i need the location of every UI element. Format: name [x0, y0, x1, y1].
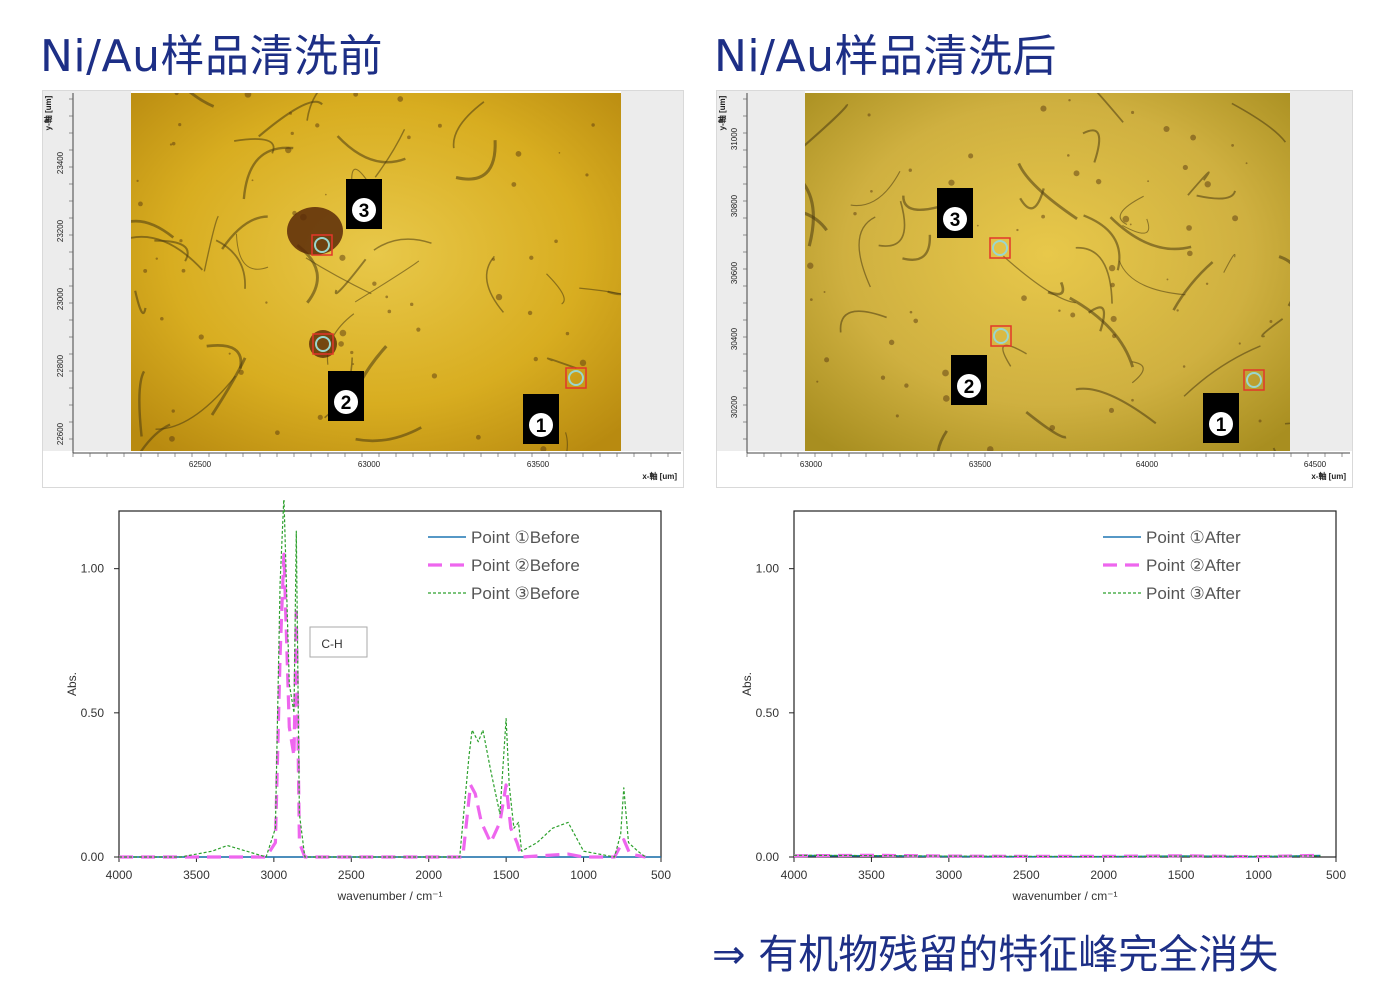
- x-tick-label: 2000: [1090, 868, 1117, 882]
- y-tick-label: 0.50: [81, 706, 105, 720]
- micrograph-svg: 63000 63500 64000 64500 31000 30800 30600 30400…: [717, 91, 1352, 481]
- measurement-spot: [312, 333, 334, 355]
- micro-y-tick-label: 30800: [730, 194, 739, 217]
- plot-frame: [793, 510, 1337, 858]
- spectrum-svg: 4000 3500 3000 2500 2000 1500 1000 500 0.00 0.50 1…: [65, 495, 671, 903]
- point-number-label: 2: [341, 393, 352, 414]
- series-line-3: [793, 854, 1321, 858]
- y-tick-label: 1.00: [756, 562, 780, 576]
- x-tick-label: 4000: [106, 868, 133, 882]
- legend-entry: Point ①Before: [428, 528, 580, 547]
- micro-y-axis-label: y-軸 [um]: [717, 95, 727, 130]
- y-tick-label: 0.50: [756, 706, 780, 720]
- x-axis-label: wavenumber / cm⁻¹: [336, 889, 442, 903]
- x-tick-label: 3000: [936, 868, 963, 882]
- conclusion-text: ⇒ 有机物残留的特征峰完全消失: [712, 932, 1279, 978]
- micrograph-svg: 62500 63000 63500 23400 23200 23000 22800 22600…: [43, 91, 683, 481]
- x-tick-label: 3500: [183, 868, 210, 882]
- micrograph-image: [131, 93, 621, 451]
- point-number-label: 3: [359, 201, 370, 222]
- x-axis-label: wavenumber / cm⁻¹: [1011, 889, 1117, 903]
- x-tick-label: 4000: [781, 868, 808, 882]
- micro-x-tick-label: 62500: [189, 460, 212, 469]
- micro-x-axis-label: x-軸 [um]: [642, 471, 677, 481]
- micrograph-after: 63000 63500 64000 64500 31000 30800 30600 30400…: [716, 90, 1353, 488]
- measurement-spot: [1243, 369, 1265, 391]
- ch-annotation: C-H: [309, 626, 368, 658]
- micro-y-tick-label: 30600: [730, 261, 739, 284]
- legend-label: Point ②After: [1146, 556, 1241, 575]
- legend-label: Point ①Before: [471, 528, 580, 547]
- point-3-marker: 3: [937, 188, 973, 238]
- micro-y-tick-label: 23000: [56, 287, 65, 310]
- point-number-label: 1: [536, 416, 547, 437]
- micro-y-tick-label: 30400: [730, 327, 739, 350]
- title-before: Ni/Au样品清洗前: [40, 31, 383, 82]
- x-tick-label: 2000: [415, 868, 442, 882]
- y-axis-label: Abs.: [740, 672, 754, 696]
- micrograph-before: 62500 63000 63500 23400 23200 23000 22800 22600…: [42, 90, 684, 488]
- series-line-3: [119, 495, 646, 858]
- point-number-label: 3: [950, 210, 961, 231]
- point-2-marker: 2: [951, 355, 987, 405]
- micro-y-tick-label: 30200: [730, 395, 739, 418]
- measurement-spot: [565, 367, 587, 389]
- micro-y-tick-label: 23400: [56, 151, 65, 174]
- measurement-spot: [990, 325, 1012, 347]
- micro-x-tick-label: 64000: [1136, 460, 1159, 469]
- spectrum-chart-after: 4000 3500 3000 2500 2000 1500 1000 500 0.00 0.50 1…: [735, 500, 1360, 910]
- micro-y-tick-label: 31000: [730, 127, 739, 150]
- x-tick-label: 1500: [1168, 868, 1195, 882]
- legend-label: Point ③Before: [471, 584, 580, 603]
- legend-entry: Point ①After: [1103, 528, 1241, 547]
- x-tick-label: 500: [651, 868, 671, 882]
- plot-frame: [118, 510, 662, 858]
- micro-y-tick-label: 23200: [56, 219, 65, 242]
- legend-entry: Point ③After: [1103, 584, 1241, 603]
- micro-x-axis-label: x-軸 [um]: [1311, 471, 1346, 481]
- x-tick-label: 1000: [570, 868, 597, 882]
- legend-entry: Point ③Before: [428, 584, 580, 603]
- y-tick-label: 0.00: [756, 850, 780, 864]
- legend-label: Point ②Before: [471, 556, 580, 575]
- x-tick-label: 3500: [858, 868, 885, 882]
- y-axis-label: Abs.: [65, 672, 79, 696]
- micro-y-axis-label: y-軸 [um]: [43, 95, 53, 130]
- x-tick-label: 3000: [261, 868, 288, 882]
- point-number-label: 1: [1216, 415, 1227, 436]
- legend-label: Point ①After: [1146, 528, 1241, 547]
- y-tick-label: 1.00: [81, 562, 105, 576]
- micro-x-tick-label: 63500: [969, 460, 992, 469]
- micro-x-tick-label: 63500: [527, 460, 550, 469]
- legend-entry: Point ②Before: [428, 556, 580, 575]
- point-2-marker: 2: [328, 371, 364, 421]
- spectrum-chart-before: 4000 3500 3000 2500 2000 1500 1000 500 0.00 0.50 1…: [60, 495, 685, 910]
- spectrum-svg: 4000 3500 3000 2500 2000 1500 1000 500 0.00 0.50 1…: [740, 510, 1346, 903]
- micro-y-tick-label: 22600: [56, 422, 65, 445]
- x-tick-label: 2500: [338, 868, 365, 882]
- series-line-2: [119, 552, 646, 859]
- point-1-marker: 1: [523, 394, 559, 444]
- x-tick-label: 500: [1326, 868, 1346, 882]
- point-number-label: 2: [964, 377, 975, 398]
- legend-label: Point ③After: [1146, 584, 1241, 603]
- micrograph-image: [805, 93, 1290, 451]
- micro-x-tick-label: 63000: [800, 460, 823, 469]
- x-tick-label: 1500: [493, 868, 520, 882]
- micro-x-tick-label: 64500: [1304, 460, 1327, 469]
- x-tick-label: 1000: [1245, 868, 1272, 882]
- measurement-spot: [989, 237, 1011, 259]
- x-tick-label: 2500: [1013, 868, 1040, 882]
- micro-y-tick-label: 22800: [56, 354, 65, 377]
- point-3-marker: 3: [346, 179, 382, 229]
- measurement-spot: [311, 234, 333, 256]
- point-1-marker: 1: [1203, 393, 1239, 443]
- micro-x-tick-label: 63000: [358, 460, 381, 469]
- y-tick-label: 0.00: [81, 850, 105, 864]
- legend-entry: Point ②After: [1103, 556, 1241, 575]
- title-after: Ni/Au样品清洗后: [714, 31, 1057, 82]
- annotation-label: C-H: [321, 637, 342, 651]
